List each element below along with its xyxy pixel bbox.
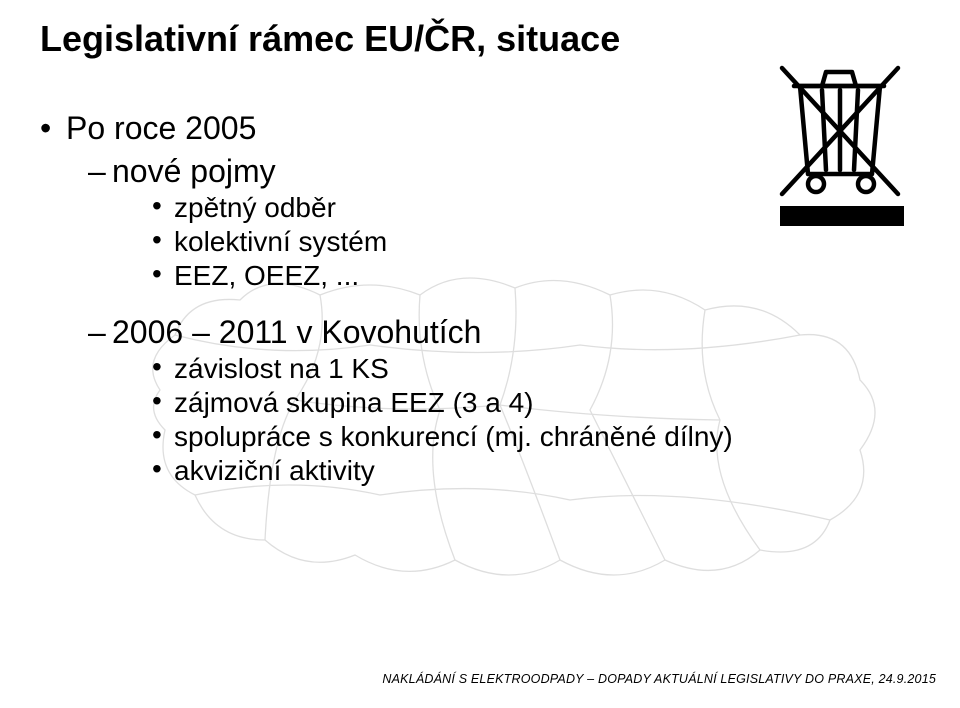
text: závislost na 1 KS: [174, 353, 389, 384]
bullet: •: [152, 453, 174, 485]
list-item-lvl3: •zájmová skupina EEZ (3 a 4): [152, 387, 920, 419]
slide-body: •Po roce 2005 –nové pojmy •zpětný odběr …: [40, 110, 920, 489]
slide: Legislativní rámec EU/ČR, situace •Po ro…: [0, 0, 960, 708]
bullet: •: [152, 224, 174, 256]
dash: –: [88, 314, 112, 351]
bullet: •: [152, 351, 174, 383]
slide-title: Legislativní rámec EU/ČR, situace: [40, 18, 620, 60]
list-item-lvl3: •EEZ, OEEZ, ...: [152, 260, 920, 292]
list-item-lvl3: •zpětný odběr: [152, 192, 920, 224]
list-item-lvl2: –nové pojmy: [88, 153, 920, 190]
text: zpětný odběr: [174, 192, 336, 223]
text: spolupráce s konkurencí (mj. chráněné dí…: [174, 421, 733, 452]
list-item-lvl3: •závislost na 1 KS: [152, 353, 920, 385]
bullet: •: [152, 419, 174, 451]
list-item-lvl3: •akviziční aktivity: [152, 455, 920, 487]
bullet: •: [40, 110, 66, 147]
bullet: •: [152, 190, 174, 222]
list-item-lvl3: •spolupráce s konkurencí (mj. chráněné d…: [152, 421, 920, 453]
footer-text: NAKLÁDÁNÍ S ELEKTROODPADY – DOPADY AKTUÁ…: [382, 672, 936, 686]
bullet: •: [152, 385, 174, 417]
list-item-lvl3: •kolektivní systém: [152, 226, 920, 258]
text: nové pojmy: [112, 153, 276, 189]
text: EEZ, OEEZ, ...: [174, 260, 359, 291]
text: kolektivní systém: [174, 226, 387, 257]
spacer: [40, 294, 920, 314]
dash: –: [88, 153, 112, 190]
list-item-lvl2: –2006 – 2011 v Kovohutích: [88, 314, 920, 351]
bullet: •: [152, 258, 174, 290]
text: Po roce 2005: [66, 110, 256, 146]
text: zájmová skupina EEZ (3 a 4): [174, 387, 534, 418]
text: 2006 – 2011 v Kovohutích: [112, 314, 481, 350]
list-item-lvl1: •Po roce 2005: [40, 110, 920, 147]
text: akviziční aktivity: [174, 455, 375, 486]
